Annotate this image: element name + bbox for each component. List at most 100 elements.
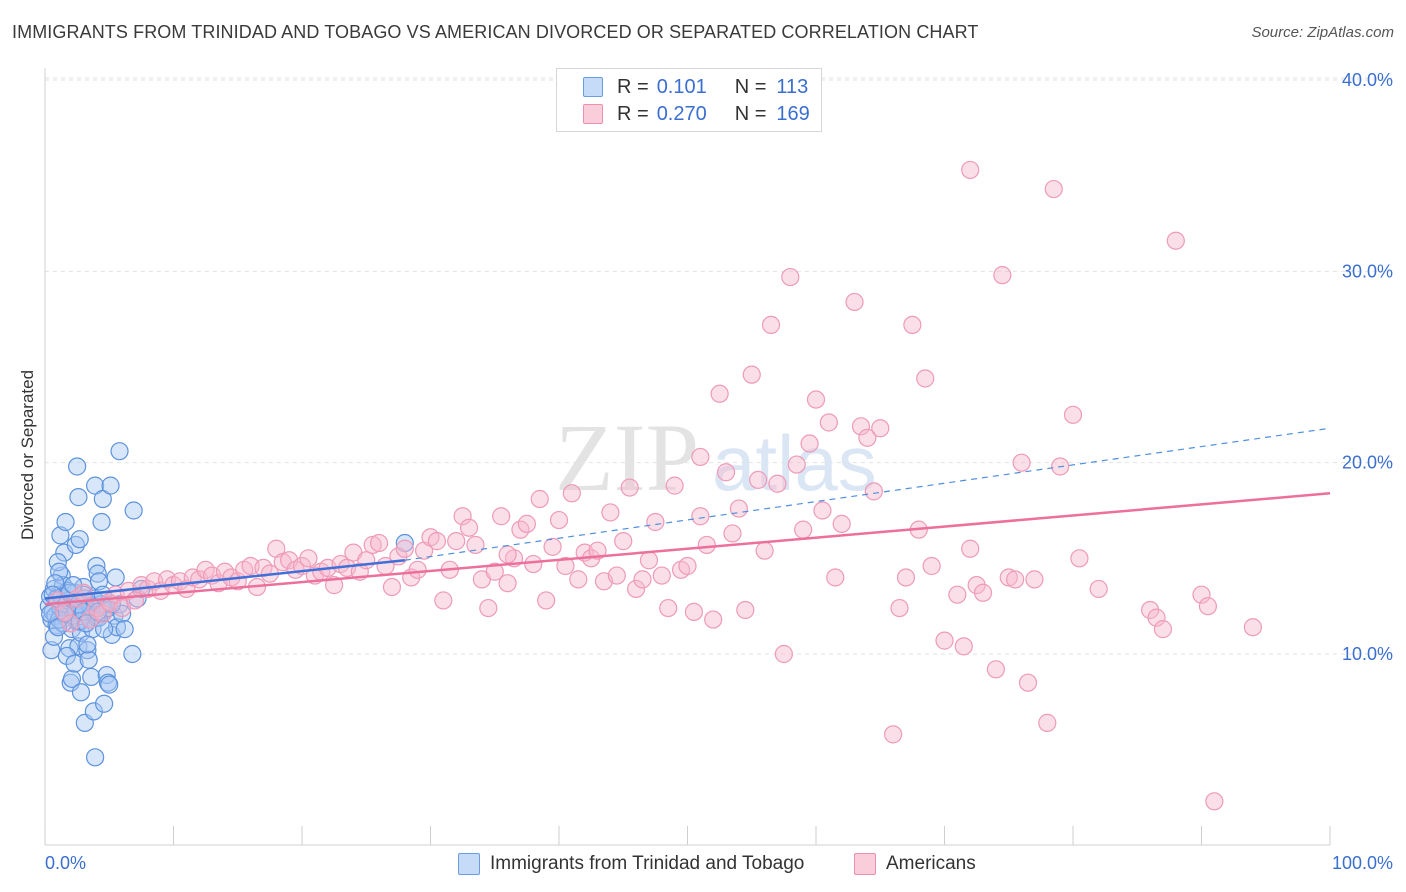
bottom-legend-immigrants: Immigrants from Trinidad and Tobago bbox=[458, 852, 804, 876]
legend-r-label: R = bbox=[617, 75, 649, 98]
americans-point bbox=[408, 560, 427, 579]
americans-point bbox=[453, 507, 472, 526]
americans-point bbox=[684, 602, 704, 622]
americans-point bbox=[639, 551, 659, 570]
americans-point bbox=[395, 539, 414, 558]
americans-point bbox=[1006, 570, 1025, 589]
legend-r-value: 0.270 bbox=[656, 102, 707, 125]
legend-r-label: R = bbox=[617, 102, 649, 125]
legend-n-value: 113 bbox=[776, 75, 809, 98]
americans-point bbox=[954, 637, 973, 656]
americans-point bbox=[948, 585, 967, 604]
legend-n-value: 169 bbox=[776, 102, 810, 125]
americans-point bbox=[678, 556, 697, 576]
immigrants-point bbox=[71, 683, 91, 702]
americans-point bbox=[723, 524, 742, 543]
americans-point bbox=[626, 579, 646, 599]
americans-point bbox=[896, 568, 916, 587]
immigrants-point bbox=[93, 489, 112, 509]
immigrants-point bbox=[92, 512, 111, 532]
americans-point bbox=[1243, 618, 1263, 637]
americans-point bbox=[871, 419, 890, 438]
americans-point bbox=[549, 510, 569, 530]
americans-point bbox=[903, 315, 922, 335]
americans-point bbox=[299, 549, 318, 568]
americans-point bbox=[459, 518, 479, 537]
immigrants-point bbox=[86, 748, 105, 767]
immigrants-point bbox=[62, 669, 82, 688]
americans-point bbox=[517, 514, 536, 533]
americans-point bbox=[1063, 405, 1083, 424]
americans-point bbox=[434, 591, 453, 610]
immigrants-point bbox=[106, 568, 125, 587]
americans-point bbox=[61, 614, 80, 633]
americans-point bbox=[704, 610, 723, 629]
americans-point bbox=[537, 591, 556, 610]
americans-point bbox=[999, 568, 1018, 587]
americans-point bbox=[800, 434, 819, 453]
immigrants-point bbox=[115, 620, 134, 639]
y-tick-label: 20.0% bbox=[1342, 453, 1393, 473]
immigrants-point bbox=[78, 635, 97, 654]
y-tick-label: 40.0% bbox=[1342, 70, 1393, 90]
axes bbox=[44, 68, 1331, 846]
americans-point bbox=[1205, 792, 1224, 811]
immigrants-point bbox=[79, 650, 98, 669]
americans-point bbox=[691, 447, 710, 467]
stats-legend: R = 0.101 N = 113 R = 0.270 N = 169 bbox=[556, 68, 822, 132]
americans-point bbox=[652, 566, 671, 585]
immigrants-point bbox=[68, 457, 87, 476]
americans-point bbox=[485, 562, 504, 581]
americans-point bbox=[1070, 549, 1089, 568]
immigrants-point bbox=[56, 512, 75, 532]
americans-point bbox=[691, 507, 710, 526]
bottom-legend-label-immigrants: Immigrants from Trinidad and Tobago bbox=[490, 853, 805, 874]
americans-point bbox=[716, 463, 736, 482]
y-axis-label: Divorced or Separated bbox=[18, 370, 37, 540]
americans-point bbox=[858, 428, 877, 447]
tick-labels: 10.0% 20.0% 30.0% 40.0% 0.0% 100.0% bbox=[45, 70, 1393, 873]
legend-swatch-pink bbox=[583, 104, 603, 124]
americans-point bbox=[961, 539, 980, 558]
bottom-legend-swatch-pink bbox=[854, 853, 876, 875]
watermark-zip: ZIP bbox=[555, 404, 699, 511]
americans-trend-line bbox=[44, 492, 1331, 606]
americans-point bbox=[787, 455, 806, 474]
americans-point bbox=[646, 512, 665, 532]
source-label: Source: ZipAtlas.com bbox=[1251, 24, 1394, 41]
series-immigrants-points bbox=[39, 442, 414, 767]
immigrants-point bbox=[50, 562, 69, 581]
americans-point bbox=[498, 545, 517, 564]
americans-point bbox=[916, 369, 935, 388]
americans-point bbox=[1089, 579, 1108, 599]
americans-point bbox=[492, 507, 511, 526]
immigrants-point bbox=[70, 530, 89, 549]
americans-point bbox=[813, 501, 832, 520]
immigrants-point bbox=[82, 667, 101, 687]
watermark-atlas: atlas bbox=[712, 419, 877, 507]
americans-point bbox=[761, 315, 781, 335]
americans-point bbox=[382, 577, 402, 597]
americans-point bbox=[768, 474, 787, 493]
americans-point bbox=[498, 574, 517, 593]
americans-point bbox=[710, 384, 729, 403]
americans-point bbox=[697, 535, 716, 555]
legend-row-blue: R = 0.101 N = 113 bbox=[583, 75, 808, 99]
immigrants-point bbox=[64, 576, 83, 595]
immigrants-point bbox=[88, 564, 107, 583]
y-tick-label: 10.0% bbox=[1342, 644, 1393, 664]
immigrants-point bbox=[41, 604, 60, 623]
americans-point bbox=[922, 556, 941, 576]
americans-point bbox=[466, 535, 485, 555]
americans-point bbox=[973, 583, 993, 602]
americans-point bbox=[620, 478, 639, 497]
americans-point bbox=[806, 390, 826, 409]
immigrants-point bbox=[86, 476, 105, 495]
americans-point bbox=[601, 503, 620, 522]
americans-point bbox=[363, 535, 382, 555]
immigrants-point bbox=[51, 526, 70, 545]
americans-point bbox=[427, 532, 447, 551]
americans-point bbox=[665, 476, 684, 495]
immigrants-point bbox=[123, 644, 142, 664]
bottom-legend-americans: Americans bbox=[854, 852, 976, 876]
